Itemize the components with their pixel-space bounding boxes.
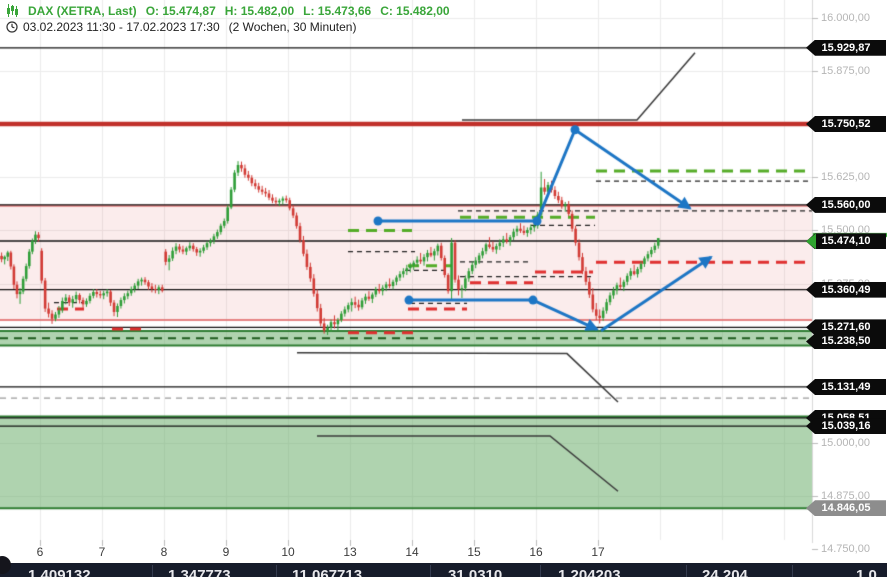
x-axis-day-label: 7: [98, 545, 106, 559]
y-axis-tick-label: 15.625,00: [821, 171, 870, 184]
x-axis-day-label: 16: [529, 545, 543, 559]
ticker-separator: [276, 565, 277, 577]
last-price-badge: 15.474,10: [806, 233, 886, 250]
high-value: H: 15.482,00: [224, 3, 295, 18]
y-axis-tick-label: 14.750,00: [821, 543, 870, 555]
price-level-badge: 15.929,87: [806, 39, 886, 56]
ticker-separator: [686, 565, 687, 577]
x-axis-day-label: 14: [405, 545, 419, 559]
x-axis-day-label: 10: [281, 545, 295, 559]
ticker-item[interactable]: 1.409132: [28, 567, 91, 577]
ticker-separator: [540, 565, 541, 577]
x-axis-day-label: 15: [467, 545, 481, 559]
price-level-badge: 15.039,16: [806, 418, 886, 435]
timeframe-row: 03.02.2023 11:30 - 17.02.2023 17:30 (2 W…: [6, 19, 450, 34]
x-axis-day-label: 9: [222, 545, 230, 559]
price-level-badge: 15.238,50: [806, 333, 886, 350]
ticker-item[interactable]: 1.0: [856, 567, 877, 577]
y-axis-tick-label: 14.875,00: [821, 489, 870, 502]
x-axis-day-label: 17: [591, 545, 605, 559]
ticker-separator: [792, 565, 793, 577]
price-level-badge: 14.846,05: [806, 500, 886, 517]
date-range: 03.02.2023 11:30 - 17.02.2023 17:30: [23, 19, 220, 34]
clock-icon: [6, 20, 18, 33]
open-value: O: 15.474,87: [145, 3, 216, 18]
instrument-title: DAX (XETRA, Last): [28, 3, 137, 18]
ticker-separator: [152, 565, 153, 577]
ticker-item[interactable]: 31.0310: [448, 567, 503, 577]
instrument-row: DAX (XETRA, Last) O: 15.474,87 H: 15.482…: [6, 3, 450, 18]
ticker-separator: [430, 565, 431, 577]
price-level-badge: 15.750,52: [806, 115, 886, 132]
bottom-ticker-bar: 1.409132 1.347773 11.067713 31.0310 1.204203…: [0, 563, 887, 577]
timeframe-label: (2 Wochen, 30 Minuten): [228, 19, 357, 34]
ticker-item[interactable]: 24.204: [702, 567, 748, 577]
close-value: C: 15.482,00: [380, 3, 450, 18]
low-value: L: 15.473,66: [303, 3, 372, 18]
y-axis-tick-label: 15.000,00: [821, 436, 870, 449]
chart-header: DAX (XETRA, Last) O: 15.474,87 H: 15.482…: [6, 3, 450, 34]
ticker-item[interactable]: 11.067713: [292, 567, 363, 577]
x-axis-day-label: 6: [36, 545, 44, 559]
x-axis-day-label: 8: [160, 545, 168, 559]
ticker-item[interactable]: 1.347773: [168, 567, 231, 577]
price-level-badge: 15.560,00: [806, 196, 886, 213]
corner-logo-dot[interactable]: [0, 556, 11, 574]
price-level-badge: 15.271,60: [806, 319, 886, 336]
y-axis-tick-label: 15.875,00: [821, 65, 870, 78]
price-level-badge: 15.360,49: [806, 281, 886, 298]
x-axis-day-label: 13: [343, 545, 357, 559]
candlestick-icon: [6, 4, 19, 17]
ticker-item[interactable]: 1.204203: [558, 567, 621, 577]
y-axis-tick-label: 16.000,00: [821, 12, 870, 24]
price-level-badge: 15.131,49: [806, 378, 886, 395]
